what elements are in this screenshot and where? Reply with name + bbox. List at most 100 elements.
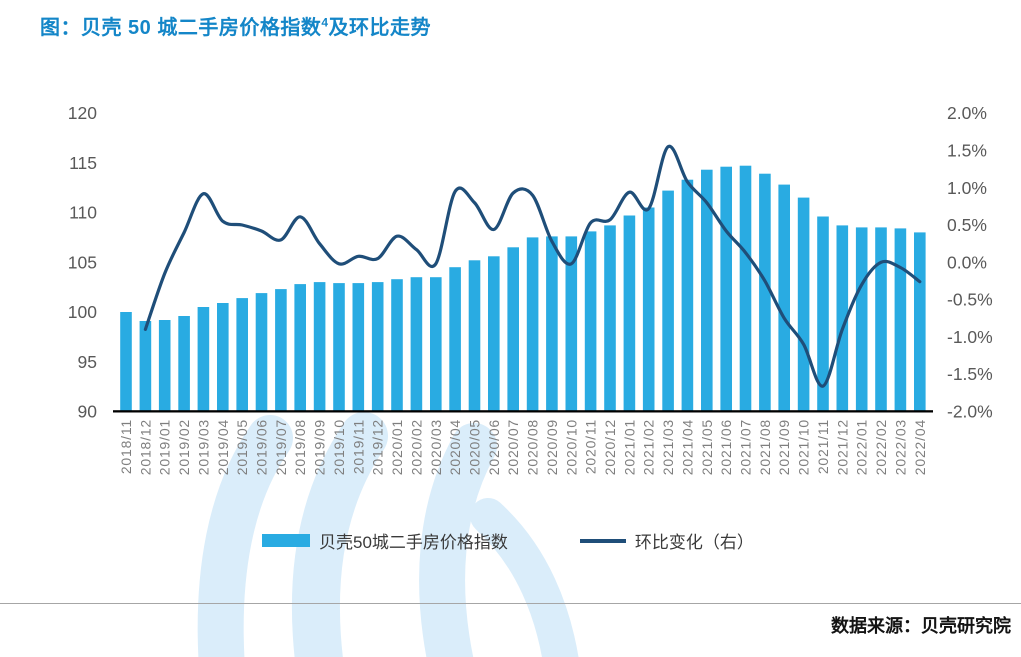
- right-axis-tick: 1.5%: [947, 140, 987, 160]
- x-axis-label: 2020/12: [602, 419, 618, 475]
- index-bar: [294, 284, 306, 412]
- x-axis-labels: 2018/11 2018/12 2019/01 2019/02 2019/03 2019/…: [118, 419, 928, 475]
- footer-divider: [0, 603, 1021, 604]
- index-bar: [778, 184, 790, 412]
- x-axis-label: 2021/11: [815, 419, 831, 474]
- index-bar: [313, 282, 326, 412]
- bar-series-swatch: [262, 534, 310, 547]
- right-axis-tick: -1.5%: [947, 364, 993, 384]
- left-axis-tick: 90: [78, 402, 98, 422]
- x-axis-label: 2020/04: [447, 419, 463, 475]
- x-axis-label: 2022/02: [873, 419, 889, 475]
- x-axis-label: 2019/11: [350, 419, 366, 474]
- x-axis-label: 2019/09: [312, 419, 328, 475]
- chart-title-footnote-mark: 4: [321, 15, 329, 30]
- index-bar: [836, 225, 849, 412]
- x-axis-label: 2021/12: [834, 419, 850, 475]
- index-bar: [410, 277, 423, 412]
- x-axis-label: 2021/04: [679, 419, 695, 475]
- right-axis-tick: -2.0%: [947, 401, 993, 421]
- index-bar: [139, 321, 152, 412]
- x-axis-label: 2020/05: [467, 419, 483, 475]
- index-bar: [158, 320, 171, 412]
- index-bar: [352, 283, 365, 412]
- index-bar: [526, 237, 539, 412]
- left-axis-ticks: 120 115 110 105 100 95 90: [68, 103, 97, 422]
- right-axis-ticks: 2.0% 1.5% 1.0% 0.5% 0.0% -0.5% -1.0% -1.5% -2.0%: [947, 103, 993, 421]
- index-bar: [662, 190, 674, 412]
- x-axis-label: 2019/02: [176, 419, 192, 475]
- index-bar: [584, 231, 597, 412]
- index-bar: [217, 303, 229, 412]
- x-axis-label: 2020/02: [408, 419, 424, 475]
- left-axis-tick: 95: [78, 352, 97, 372]
- x-axis-label: 2021/08: [757, 419, 773, 475]
- x-axis-label: 2019/08: [292, 419, 308, 475]
- chart-legend: 贝壳50城二手房价格指数 环比变化（右）: [262, 528, 754, 553]
- index-bar: [797, 197, 810, 412]
- index-bar: [875, 227, 887, 412]
- left-axis-tick: 115: [69, 153, 97, 173]
- x-axis-label: 2020/06: [486, 419, 502, 475]
- index-bar: [546, 236, 558, 412]
- data-source-text: 数据来源：贝壳研究院: [831, 616, 1011, 636]
- left-axis-tick: 100: [68, 302, 97, 322]
- index-bar: [604, 225, 616, 412]
- index-bar: [333, 283, 345, 412]
- x-axis-label: 2021/02: [641, 419, 657, 475]
- x-axis-label: 2021/09: [776, 419, 792, 475]
- index-bar: [449, 267, 461, 412]
- left-axis-tick: 105: [68, 252, 97, 272]
- right-axis-tick: 2.0%: [947, 103, 987, 123]
- index-bar: [275, 289, 287, 412]
- index-bar: [914, 232, 926, 412]
- x-axis-label: 2020/10: [563, 419, 579, 475]
- bar-series-label: 贝壳50城二手房价格指数: [319, 533, 508, 552]
- x-axis-label: 2019/05: [234, 419, 250, 475]
- index-bar: [759, 173, 771, 412]
- x-axis-label: 2021/07: [738, 419, 754, 475]
- x-axis-label: 2020/09: [544, 419, 560, 475]
- index-bar: [565, 236, 578, 412]
- left-axis-tick: 110: [69, 203, 97, 223]
- index-bar: [197, 307, 210, 412]
- legend-item-mom: 环比变化（右）: [579, 528, 754, 553]
- index-bar: [178, 316, 190, 412]
- x-axis-label: 2019/06: [254, 419, 270, 475]
- chart-title: 图：贝壳 50 城二手房价格指数4及环比走势: [40, 11, 431, 40]
- x-axis-label: 2019/03: [195, 419, 211, 475]
- x-axis-label: 2020/07: [505, 419, 521, 475]
- index-bar: [623, 215, 636, 412]
- index-bar: [488, 256, 500, 412]
- index-bar: [468, 260, 481, 412]
- x-axis-label: 2020/01: [389, 419, 405, 475]
- x-axis-label: 2021/01: [621, 419, 637, 475]
- index-bar: [255, 293, 268, 412]
- index-bar: [391, 279, 403, 412]
- mom-change-line: [143, 144, 922, 388]
- index-bar: [642, 207, 655, 412]
- index-bar: [739, 165, 752, 412]
- index-bar: [817, 216, 829, 412]
- x-axis-label: 2018/12: [137, 419, 153, 475]
- right-axis-tick: -0.5%: [947, 290, 993, 310]
- chart-title-main: 贝壳 50 城二手房价格指数: [81, 17, 322, 39]
- right-axis-tick: 0.5%: [947, 215, 987, 235]
- right-axis-tick: 1.0%: [947, 178, 987, 198]
- x-axis-label: 2019/04: [215, 419, 231, 475]
- x-axis-label: 2018/11: [118, 419, 134, 474]
- index-bar: [430, 277, 442, 412]
- x-axis-label: 2022/03: [892, 419, 908, 475]
- index-bar: [701, 169, 713, 412]
- index-bar: [507, 247, 519, 412]
- x-axis-label: 2020/11: [583, 419, 599, 474]
- chart-title-prefix: 图：: [40, 17, 81, 39]
- x-axis-label: 2021/03: [660, 419, 676, 475]
- legend-item-index: 贝壳50城二手房价格指数: [262, 528, 508, 553]
- x-axis-label: 2020/03: [428, 419, 444, 475]
- index-bar: [120, 312, 132, 412]
- index-bar: [236, 298, 248, 412]
